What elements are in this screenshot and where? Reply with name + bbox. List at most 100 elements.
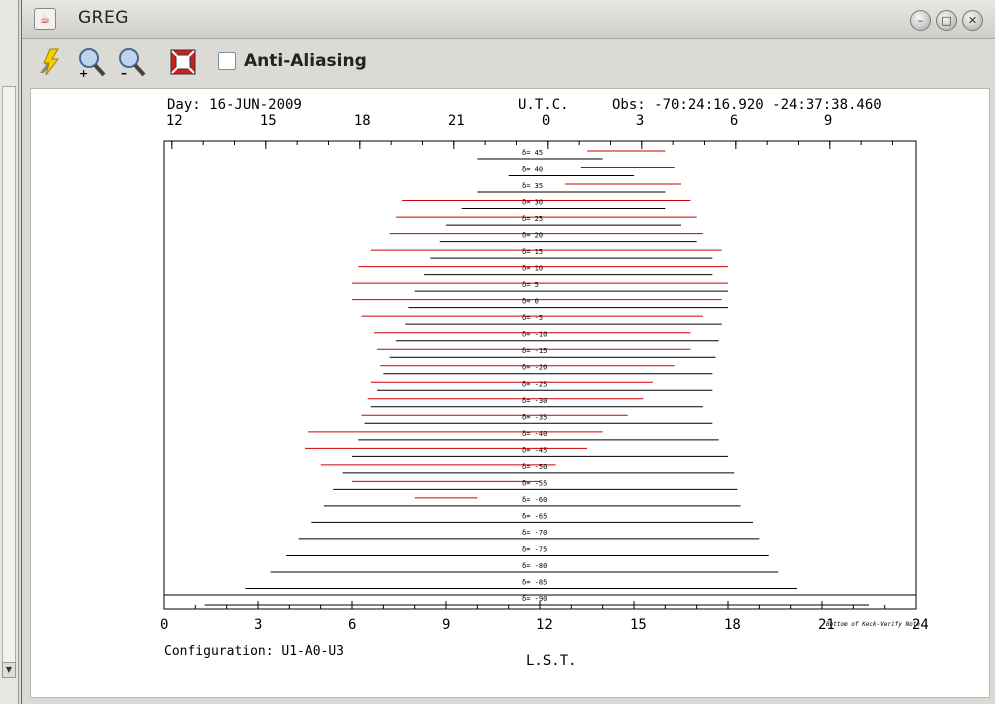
window-title: GREG <box>78 8 129 28</box>
zoom-out-button[interactable]: – <box>114 45 148 79</box>
lst-tick-label: 12 <box>536 617 553 633</box>
lst-tick-label: 3 <box>254 617 262 633</box>
background-window-edge: ▲ ▼ <box>0 0 19 704</box>
declination-label: δ= -85 <box>522 578 547 586</box>
configuration-label: Configuration: U1-A0-U3 <box>164 644 344 659</box>
lst-tick-label: 9 <box>442 617 450 633</box>
anti-aliasing-toggle[interactable]: Anti-Aliasing <box>218 51 367 71</box>
zoom-in-button[interactable]: + <box>74 45 108 79</box>
declination-label: δ= -25 <box>522 380 547 388</box>
declination-row: δ= -80 <box>270 562 779 573</box>
declination-label: δ= -5 <box>522 314 543 322</box>
scroll-down-button[interactable]: ▼ <box>2 662 16 678</box>
plug-lightning-icon <box>40 48 59 76</box>
declination-row: δ= -85 <box>245 578 797 589</box>
lst-tick-label: 21 <box>818 617 835 633</box>
declination-label: δ= 5 <box>522 281 539 289</box>
declination-label: δ= 10 <box>522 265 543 273</box>
fit-window-button[interactable] <box>166 45 200 79</box>
declination-label: δ= 30 <box>522 199 543 207</box>
scrollbar-track[interactable] <box>2 86 16 678</box>
declination-label: δ= 35 <box>522 182 543 190</box>
declination-label: δ= 45 <box>522 149 543 157</box>
greg-window: ☕ GREG – □ ✕ + – <box>21 0 995 704</box>
lst-tick-label: 18 <box>724 617 741 633</box>
declination-row: δ= -60 <box>323 496 741 507</box>
declination-label: δ= -35 <box>522 413 547 421</box>
declination-row: δ= -70 <box>298 529 760 540</box>
java-app-icon: ☕ <box>34 8 56 30</box>
declination-row: δ= 15 <box>370 248 722 259</box>
declination-row: δ= -45 <box>305 446 728 457</box>
lst-tick-label: 24 <box>912 617 929 633</box>
declination-row: δ= -25 <box>370 380 713 391</box>
title-bar[interactable]: ☕ GREG – □ ✕ <box>22 0 995 39</box>
plot-canvas[interactable]: Day: 16-JUN-2009 U.T.C. Obs: -70:24:16.9… <box>30 88 990 698</box>
declination-row: δ= -50 <box>320 463 735 474</box>
utc-tick-label: 18 <box>354 113 371 129</box>
declination-row: δ= -15 <box>377 347 716 358</box>
visibility-plot: Day: 16-JUN-2009 U.T.C. Obs: -70:24:16.9… <box>160 97 929 669</box>
maximize-button[interactable]: □ <box>936 10 957 31</box>
declination-label: δ= -50 <box>522 463 547 471</box>
svg-text:+: + <box>79 67 88 78</box>
declination-label: δ= -45 <box>522 446 547 454</box>
lst-tick-label: 6 <box>348 617 356 633</box>
declination-row: δ= 20 <box>389 232 703 243</box>
toolbar: + – Anti-Aliasing <box>22 39 995 87</box>
declination-row: δ= -20 <box>380 364 713 375</box>
declination-label: δ= 40 <box>522 166 543 174</box>
declination-row: δ= 45 <box>477 149 666 160</box>
utc-tick-label: 6 <box>730 113 738 129</box>
declination-label: δ= 25 <box>522 215 543 223</box>
declination-label: δ= -60 <box>522 496 547 504</box>
declination-label: δ= -15 <box>522 347 547 355</box>
lst-tick-label: 0 <box>160 617 168 633</box>
anti-aliasing-checkbox[interactable] <box>218 52 236 70</box>
declination-label: δ= -55 <box>522 479 547 487</box>
obs-label: Obs: -70:24:16.920 -24:37:38.460 <box>612 97 882 113</box>
zoom-out-icon: – <box>119 48 146 78</box>
declination-label: δ= -10 <box>522 331 547 339</box>
declination-row: δ= 40 <box>508 166 675 177</box>
declination-label: δ= -75 <box>522 545 547 553</box>
declination-label: δ= -65 <box>522 512 547 520</box>
declination-label: δ= 0 <box>522 298 539 306</box>
declination-label: δ= -20 <box>522 364 547 372</box>
utc-tick-label: 3 <box>636 113 644 129</box>
declination-row: δ= -35 <box>361 413 713 424</box>
close-button[interactable]: ✕ <box>962 10 983 31</box>
declination-label: δ= 20 <box>522 232 543 240</box>
corner-note: Bottom of Keck-Verify Note <box>826 621 920 628</box>
connect-button[interactable] <box>32 45 66 79</box>
declination-label: δ= -70 <box>522 529 547 537</box>
utc-label: U.T.C. <box>518 97 569 113</box>
minimize-button[interactable]: – <box>910 10 931 31</box>
declination-label: δ= -40 <box>522 430 547 438</box>
declination-label: δ= -30 <box>522 397 547 405</box>
declination-row: δ= -75 <box>286 545 769 556</box>
declination-row: δ= 5 <box>352 281 728 292</box>
declination-row: δ= 10 <box>358 265 728 276</box>
utc-tick-label: 21 <box>448 113 465 129</box>
utc-tick-label: 12 <box>166 113 183 129</box>
declination-row: δ= 0 <box>352 298 728 309</box>
declination-row: δ= 35 <box>477 182 681 193</box>
declination-row: δ= -65 <box>311 512 754 523</box>
declination-row: δ= -30 <box>367 397 703 408</box>
declination-row: δ= -40 <box>308 430 719 441</box>
declination-label: δ= -80 <box>522 562 547 570</box>
declination-row: δ= -5 <box>361 314 722 325</box>
declination-row: δ= -90 <box>204 595 869 606</box>
zoom-in-icon: + <box>79 48 106 78</box>
lst-tick-label: 15 <box>630 617 647 633</box>
declination-row: δ= -10 <box>373 331 719 342</box>
svg-text:–: – <box>121 66 127 78</box>
utc-tick-label: 15 <box>260 113 277 129</box>
utc-tick-label: 9 <box>824 113 832 129</box>
anti-aliasing-label: Anti-Aliasing <box>244 51 367 71</box>
declination-row: δ= -55 <box>333 479 738 490</box>
lst-axis-label: L.S.T. <box>526 653 577 669</box>
fit-to-window-icon <box>170 49 196 75</box>
declination-row: δ= 30 <box>402 199 691 210</box>
